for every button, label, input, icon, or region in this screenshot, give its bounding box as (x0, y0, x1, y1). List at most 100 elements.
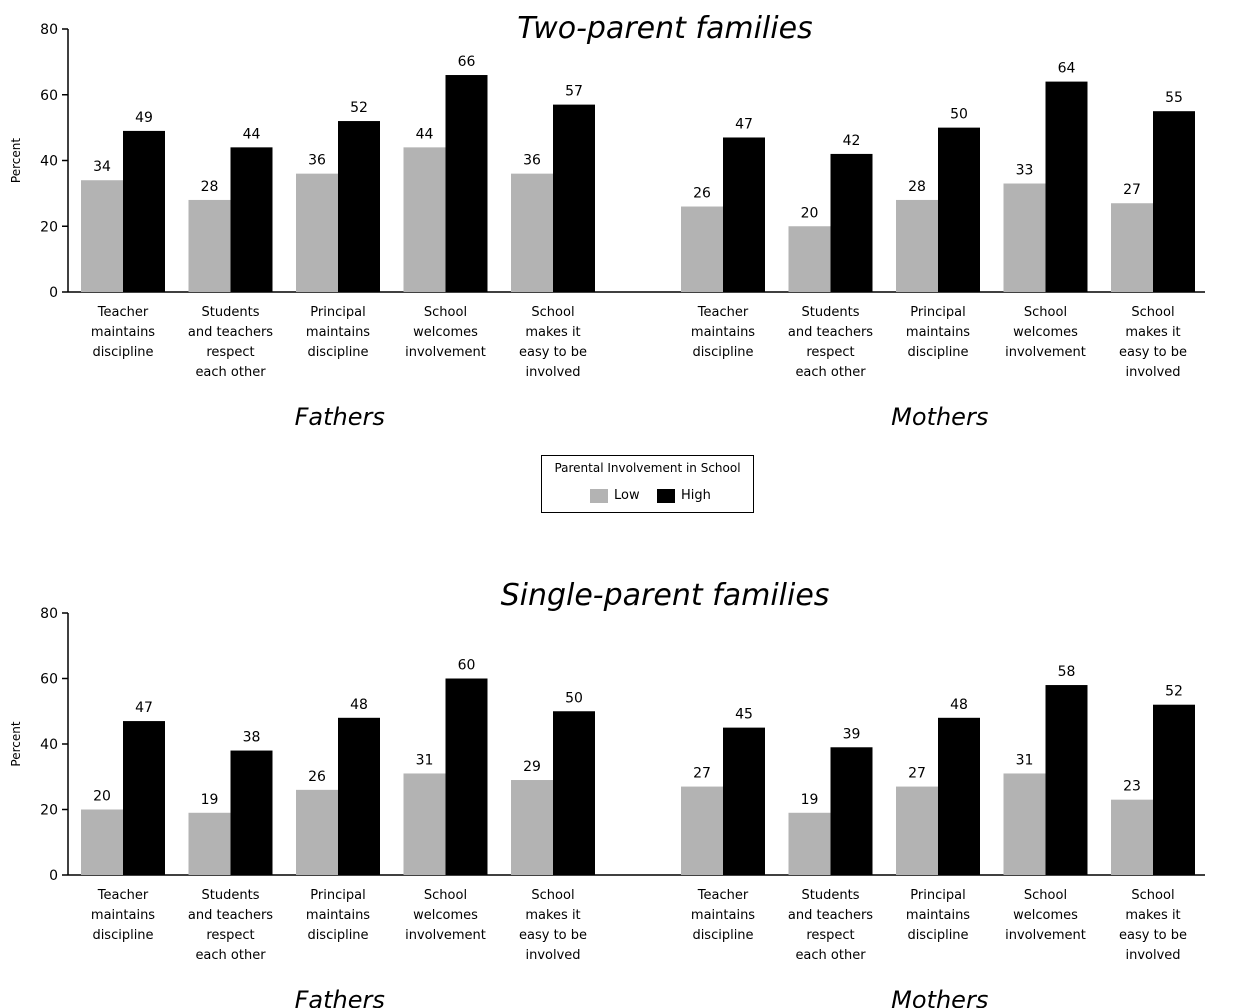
bar-low (681, 206, 723, 292)
category-label: Principal (310, 305, 365, 320)
category-label: maintains (691, 325, 755, 340)
category-label: involvement (1005, 928, 1086, 943)
data-label: 23 (1123, 779, 1141, 795)
bar-low (1003, 773, 1046, 875)
data-label: 28 (201, 179, 219, 195)
category-label: respect (806, 928, 854, 943)
data-label: 48 (350, 697, 368, 713)
bar-low (1111, 799, 1153, 875)
data-label: 27 (1123, 182, 1141, 198)
data-label: 52 (1165, 684, 1183, 700)
group-label-fathers: Fathers (295, 986, 385, 1008)
category-label: maintains (91, 325, 155, 340)
data-label: 50 (950, 107, 968, 123)
data-label: 27 (908, 766, 926, 782)
y-axis-label: Percent (9, 138, 23, 183)
category-label: School (531, 888, 574, 903)
category-label: Teacher (697, 305, 749, 320)
bar-high (723, 137, 765, 292)
bar-high (230, 750, 273, 875)
bar-low (1003, 183, 1046, 292)
category-label: maintains (91, 908, 155, 923)
category-label: discipline (692, 345, 753, 360)
data-label: 39 (843, 726, 861, 742)
y-tick-label: 60 (40, 88, 58, 104)
category-label: School (424, 305, 467, 320)
y-tick-label: 60 (40, 672, 58, 688)
y-tick-label: 0 (49, 285, 58, 301)
category-label: welcomes (413, 908, 478, 923)
data-label: 45 (735, 707, 753, 723)
category-label: makes it (525, 908, 580, 923)
category-label: School (531, 305, 574, 320)
category-label: discipline (92, 345, 153, 360)
category-label: discipline (307, 345, 368, 360)
category-label: welcomes (413, 325, 478, 340)
category-label: School (424, 888, 467, 903)
bar-high (445, 678, 488, 875)
bar-low (896, 199, 938, 292)
category-label: easy to be (519, 345, 587, 360)
category-label: discipline (692, 928, 753, 943)
bar-high (1153, 704, 1195, 875)
bar-low (188, 199, 231, 292)
bar-high (230, 147, 273, 292)
category-label: Teacher (97, 305, 149, 320)
data-label: 31 (416, 752, 434, 768)
category-label: respect (206, 345, 254, 360)
data-label: 29 (523, 759, 541, 775)
data-label: 58 (1058, 664, 1076, 680)
y-tick-label: 40 (40, 737, 58, 753)
data-label: 36 (523, 153, 541, 169)
bar-high (1045, 685, 1088, 875)
bar-low (788, 812, 831, 875)
category-label: involvement (405, 928, 486, 943)
category-label: and teachers (188, 325, 273, 340)
bar-low (296, 173, 338, 292)
y-tick-label: 0 (49, 868, 58, 884)
data-label: 66 (458, 54, 476, 70)
category-label: involvement (1005, 345, 1086, 360)
category-label: Teacher (97, 888, 149, 903)
bar-low (81, 809, 123, 875)
category-label: respect (806, 345, 854, 360)
group-label-fathers: Fathers (295, 403, 385, 431)
category-label: Principal (310, 888, 365, 903)
legend-item-high: High (657, 488, 711, 503)
data-label: 44 (243, 126, 261, 142)
data-label: 44 (416, 126, 434, 142)
category-label: involved (1125, 365, 1180, 380)
category-label: Principal (910, 888, 965, 903)
data-label: 33 (1016, 163, 1034, 179)
data-label: 47 (135, 700, 153, 716)
data-label: 50 (565, 690, 583, 706)
data-label: 26 (308, 769, 326, 785)
bar-low (296, 789, 338, 875)
bar-high (553, 711, 595, 875)
category-label: and teachers (188, 908, 273, 923)
chart-title: Two-parent families (517, 11, 812, 46)
data-label: 64 (1058, 61, 1076, 77)
legend-swatch-low (590, 488, 608, 503)
category-label: each other (795, 365, 866, 380)
category-label: Students (202, 888, 260, 903)
bar-low (403, 147, 446, 292)
legend-label-high: High (681, 488, 711, 503)
category-label: discipline (907, 345, 968, 360)
data-label: 38 (243, 730, 261, 746)
category-label: Principal (910, 305, 965, 320)
category-label: School (1024, 888, 1067, 903)
bar-low (788, 226, 831, 292)
category-label: easy to be (1119, 928, 1187, 943)
category-label: welcomes (1013, 325, 1078, 340)
bar-high (830, 747, 873, 875)
category-label: discipline (307, 928, 368, 943)
bar-high (553, 104, 595, 292)
bar-low (681, 786, 723, 875)
category-label: makes it (1125, 908, 1180, 923)
category-label: Students (802, 305, 860, 320)
bar-high (1045, 81, 1088, 292)
bar-high (830, 153, 873, 292)
category-label: Students (202, 305, 260, 320)
